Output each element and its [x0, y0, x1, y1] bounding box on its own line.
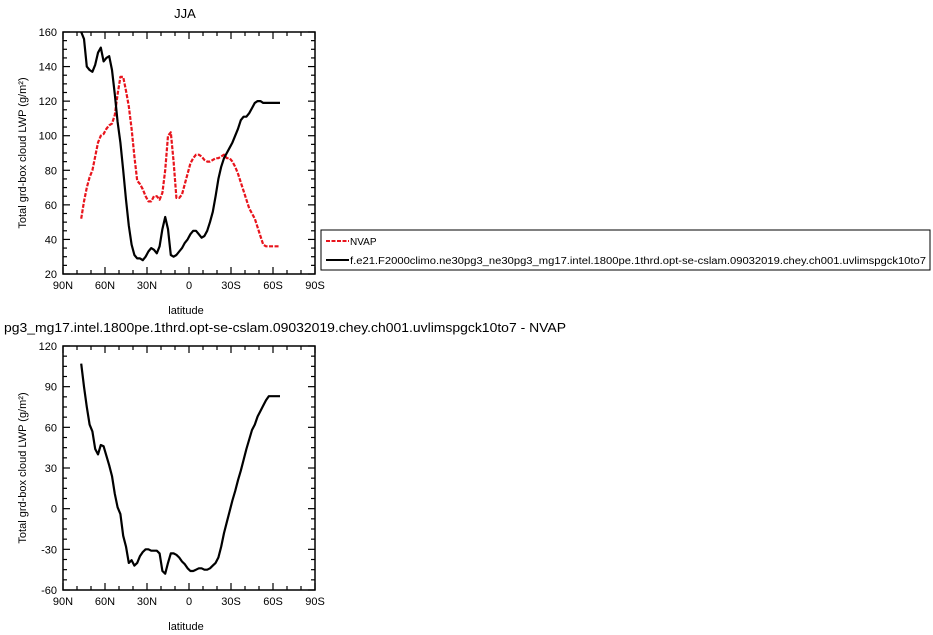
top-x-tick-label: 0 [186, 280, 192, 292]
top-y-tick-label: 40 [45, 234, 57, 246]
legend-label-nvap: NVAP [350, 237, 377, 248]
top-y-tick-label: 80 [45, 165, 57, 177]
bottom-panel: pg3_mg17.intel.1800pe.1thrd.opt-se-cslam… [4, 320, 566, 633]
bottom-y-tick-label: 30 [45, 463, 57, 475]
top-series-line-0 [80, 75, 280, 248]
top-plot-frame [62, 31, 316, 275]
bottom-plot-area: 90N 60N 30N 0 30S 60S 90S -60 -30 0 30 60 90 120 [39, 341, 325, 608]
bottom-x-axis-label: latitude [168, 621, 203, 633]
top-x-tick-label: 60S [263, 280, 283, 292]
bottom-y-tick-label: 0 [51, 504, 57, 516]
top-x-tick-label: 90N [53, 280, 73, 292]
bottom-y-tick-label: 90 [45, 382, 57, 394]
bottom-x-tick-label: 60S [263, 596, 283, 608]
top-panel: JJA 90N 60N 30N 0 30S 60S 90S 20 40 60 80 100 120 140… [17, 6, 931, 317]
top-x-tick-label: 60N [95, 280, 115, 292]
top-y-axis-label: Total grd-box cloud LWP (g/m²) [17, 77, 29, 228]
top-y-tick-label: 140 [39, 62, 57, 74]
top-x-tick-label: 90S [305, 280, 325, 292]
top-y-tick-label: 120 [39, 96, 57, 108]
bottom-x-tick-label: 90N [53, 596, 73, 608]
bottom-x-tick-label: 30N [137, 596, 157, 608]
legend-label-model: f.e21.F2000climo.ne30pg3_ne30pg3_mg17.in… [350, 256, 926, 267]
top-legend: NVAP f.e21.F2000climo.ne30pg3_ne30pg3_mg… [320, 229, 931, 271]
top-x-axis-label: latitude [168, 305, 203, 317]
bottom-x-tick-label: 30S [221, 596, 241, 608]
top-plot-area: 90N 60N 30N 0 30S 60S 90S 20 40 60 80 100 120 140 160 [39, 27, 325, 292]
top-chart-title: JJA [174, 6, 196, 21]
bottom-y-tick-label: -60 [41, 585, 57, 597]
bottom-y-tick-label: 120 [39, 341, 57, 353]
legend-box [320, 229, 931, 271]
bottom-chart-title: pg3_mg17.intel.1800pe.1thrd.opt-se-cslam… [4, 320, 566, 335]
bottom-y-tick-label: -30 [41, 544, 57, 556]
top-y-tick-label: 160 [39, 27, 57, 39]
top-y-tick-label: 60 [45, 200, 57, 212]
bottom-y-tick-label: 60 [45, 422, 57, 434]
top-series-line-1 [80, 31, 280, 262]
bottom-x-tick-label: 90S [305, 596, 325, 608]
bottom-y-axis-label: Total grd-box cloud LWP (g/m²) [17, 392, 29, 543]
bottom-x-tick-label: 60N [95, 596, 115, 608]
top-y-tick-label: 100 [39, 131, 57, 143]
bottom-x-tick-label: 0 [186, 596, 192, 608]
bottom-plot-frame [62, 345, 316, 591]
top-x-tick-label: 30N [137, 280, 157, 292]
top-x-tick-label: 30S [221, 280, 241, 292]
top-y-tick-label: 20 [45, 269, 57, 281]
bottom-series-line-0 [80, 363, 280, 575]
